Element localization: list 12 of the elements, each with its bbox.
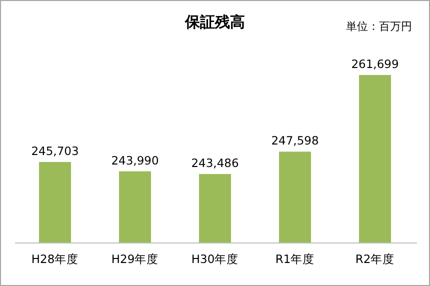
data-label: 247,598 [271, 134, 319, 148]
data-label: 245,703 [31, 144, 79, 158]
text: 単位：百万円 [346, 20, 412, 33]
x-tick-label: H29年度 [111, 252, 159, 266]
chart-title: 保証残高 [184, 13, 245, 31]
data-label: 243,990 [111, 153, 159, 168]
x-tick-label: R2年度 [355, 252, 395, 266]
x-tick-label: H28年度 [31, 252, 79, 266]
x-tick-label: H30年度 [191, 252, 239, 266]
x-tick-label: R1年度 [275, 252, 315, 266]
data-label: 261,699 [351, 57, 399, 71]
data-label: 243,486 [191, 156, 239, 170]
